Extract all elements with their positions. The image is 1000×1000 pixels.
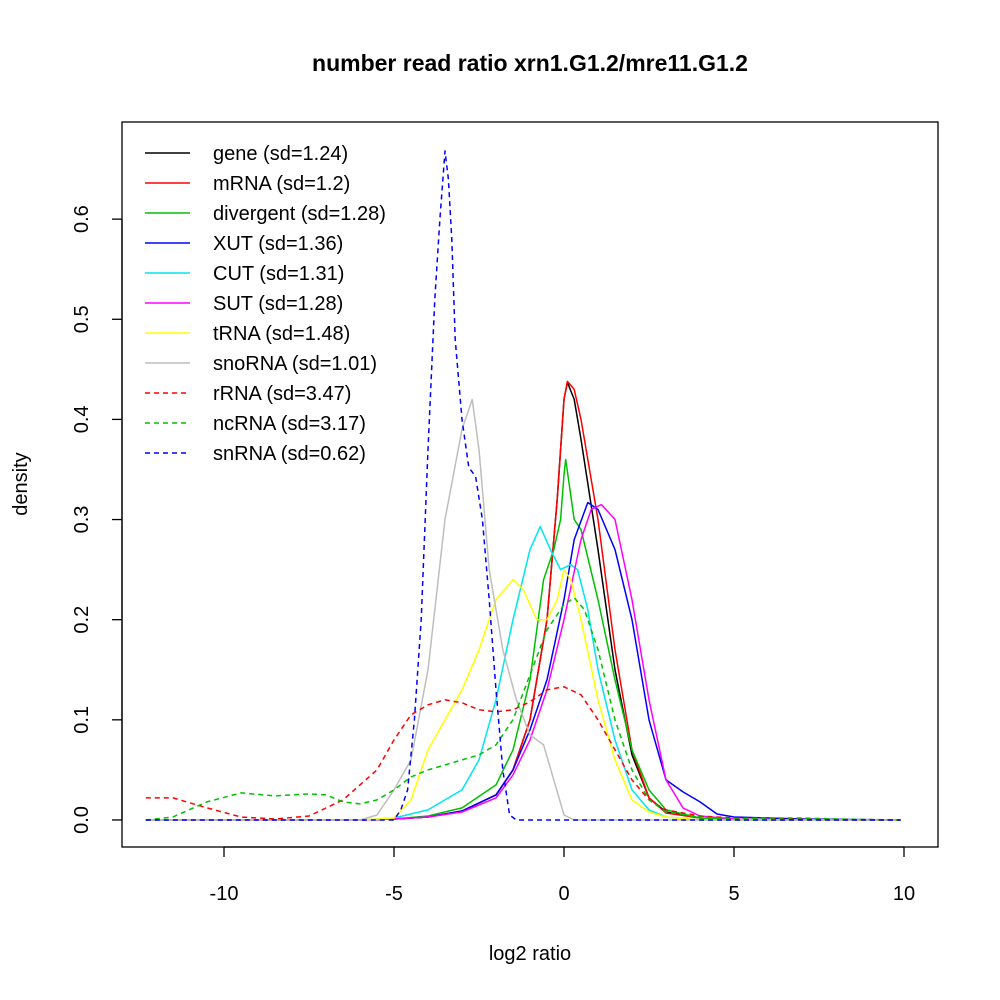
legend-item: tRNA (sd=1.48): [145, 323, 350, 345]
legend-item: CUT (sd=1.31): [145, 263, 344, 285]
x-tick-label: 5: [728, 883, 739, 905]
legend-item: snRNA (sd=0.62): [145, 443, 366, 465]
series-line-5: [145, 503, 901, 821]
x-tick-label: -10: [210, 883, 239, 905]
legend-label: snoRNA (sd=1.01): [213, 353, 377, 375]
legend-item: gene (sd=1.24): [145, 143, 348, 165]
legend-item: ncRNA (sd=3.17): [145, 413, 366, 435]
legend-label: XUT (sd=1.36): [213, 233, 343, 255]
legend-label: tRNA (sd=1.48): [213, 323, 350, 345]
x-tick-label: -5: [385, 883, 403, 905]
legend: gene (sd=1.24) mRNA (sd=1.2) divergent (sd…: [145, 143, 386, 465]
legend-item: snoRNA (sd=1.01): [145, 353, 377, 375]
x-tick-label: 10: [893, 883, 915, 905]
legend-label: divergent (sd=1.28): [213, 203, 386, 225]
x-tick-label: 0: [558, 883, 569, 905]
legend-item: divergent (sd=1.28): [145, 203, 386, 225]
y-tick-label: 0.3: [71, 506, 93, 534]
series-line-9: [145, 596, 901, 821]
legend-item: SUT (sd=1.28): [145, 293, 343, 315]
legend-label: gene (sd=1.24): [213, 143, 348, 165]
y-axis-label: density: [10, 452, 32, 515]
series-line-7: [145, 398, 901, 821]
legend-label: rRNA (sd=3.47): [213, 383, 351, 405]
series-line-3: [145, 501, 901, 821]
legend-label: SUT (sd=1.28): [213, 293, 343, 315]
y-axis: 0.0 0.1 0.2 0.3 0.4 0.5 0.6: [71, 205, 123, 834]
series-line-10: [145, 150, 901, 821]
legend-label: ncRNA (sd=3.17): [213, 413, 366, 435]
chart-title: number read ratio xrn1.G1.2/mre11.G1.2: [312, 50, 748, 76]
series-layer: [145, 150, 901, 821]
legend-label: CUT (sd=1.31): [213, 263, 344, 285]
y-tick-label: 0.2: [71, 606, 93, 634]
series-line-4: [145, 525, 901, 821]
y-tick-label: 0.1: [71, 706, 93, 734]
legend-label: mRNA (sd=1.2): [213, 173, 350, 195]
y-tick-label: 0.6: [71, 205, 93, 233]
series-line-2: [145, 458, 901, 821]
y-tick-label: 0.0: [71, 806, 93, 834]
y-tick-label: 0.5: [71, 305, 93, 333]
y-tick-label: 0.4: [71, 405, 93, 433]
legend-item: rRNA (sd=3.47): [145, 383, 351, 405]
legend-label: snRNA (sd=0.62): [213, 443, 366, 465]
legend-item: XUT (sd=1.36): [145, 233, 343, 255]
x-axis-label: log2 ratio: [489, 943, 571, 965]
legend-item: mRNA (sd=1.2): [145, 173, 350, 195]
series-line-6: [145, 568, 901, 821]
x-axis: -10 -5 0 5 10: [210, 846, 915, 905]
